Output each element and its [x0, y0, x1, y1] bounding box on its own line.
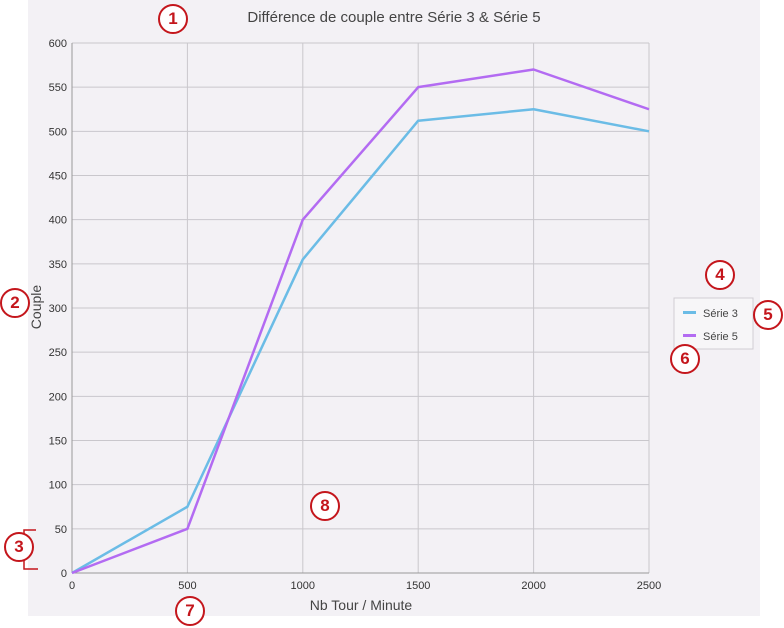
legend: Série 3 Série 5 — [673, 297, 754, 350]
y-tick-label: 0 — [61, 568, 67, 580]
y-tick-label: 150 — [49, 436, 67, 448]
series-line-serie-5 — [71, 68, 650, 575]
x-tick-label: 1000 — [291, 580, 315, 592]
y-tick-label: 250 — [49, 347, 67, 359]
y-axis-label: Couple — [28, 285, 44, 330]
y-tick-label: 100 — [49, 480, 67, 492]
callout-2: 2 — [0, 288, 30, 318]
y-tick-label: 300 — [49, 303, 67, 315]
y-tick-labels: 0 50 100 150 200 250 300 350 400 450 500 550 600 — [49, 38, 67, 580]
x-tick-label: 500 — [178, 580, 196, 592]
y-tick-label: 400 — [49, 215, 67, 227]
y-tick-label: 200 — [49, 391, 67, 403]
callout-7: 7 — [175, 596, 205, 626]
x-tick-label: 1500 — [406, 580, 430, 592]
y-tick-label: 550 — [49, 82, 67, 94]
x-tick-label: 2000 — [521, 580, 545, 592]
x-tick-labels: 0 500 1000 1500 2000 2500 — [69, 580, 661, 592]
series-lines — [71, 68, 650, 575]
x-tick-label: 2500 — [637, 580, 661, 592]
series-line-serie-3 — [71, 108, 650, 575]
legend-swatch-serie-5 — [683, 334, 696, 337]
callout-6: 6 — [670, 344, 700, 374]
y-tick-label: 600 — [49, 38, 67, 50]
y-tick-label: 500 — [49, 126, 67, 138]
y-tick-label: 50 — [55, 524, 67, 536]
callout-4: 4 — [705, 260, 735, 290]
chart-title: Différence de couple entre Série 3 & Sér… — [247, 9, 540, 26]
callout-8: 8 — [310, 491, 340, 521]
callout-1: 1 — [158, 4, 188, 34]
legend-swatch-serie-3 — [683, 311, 696, 314]
callout-5: 5 — [753, 300, 783, 330]
legend-label-serie-3: Série 3 — [703, 308, 738, 320]
grid — [71, 42, 650, 574]
callout-3: 3 — [4, 532, 34, 562]
legend-box — [673, 297, 754, 350]
legend-label-serie-5: Série 5 — [703, 331, 738, 343]
y-tick-label: 350 — [49, 259, 67, 271]
y-tick-label: 450 — [49, 171, 67, 183]
x-axis-label: Nb Tour / Minute — [310, 597, 413, 613]
x-tick-label: 0 — [69, 580, 75, 592]
axes — [71, 43, 649, 574]
